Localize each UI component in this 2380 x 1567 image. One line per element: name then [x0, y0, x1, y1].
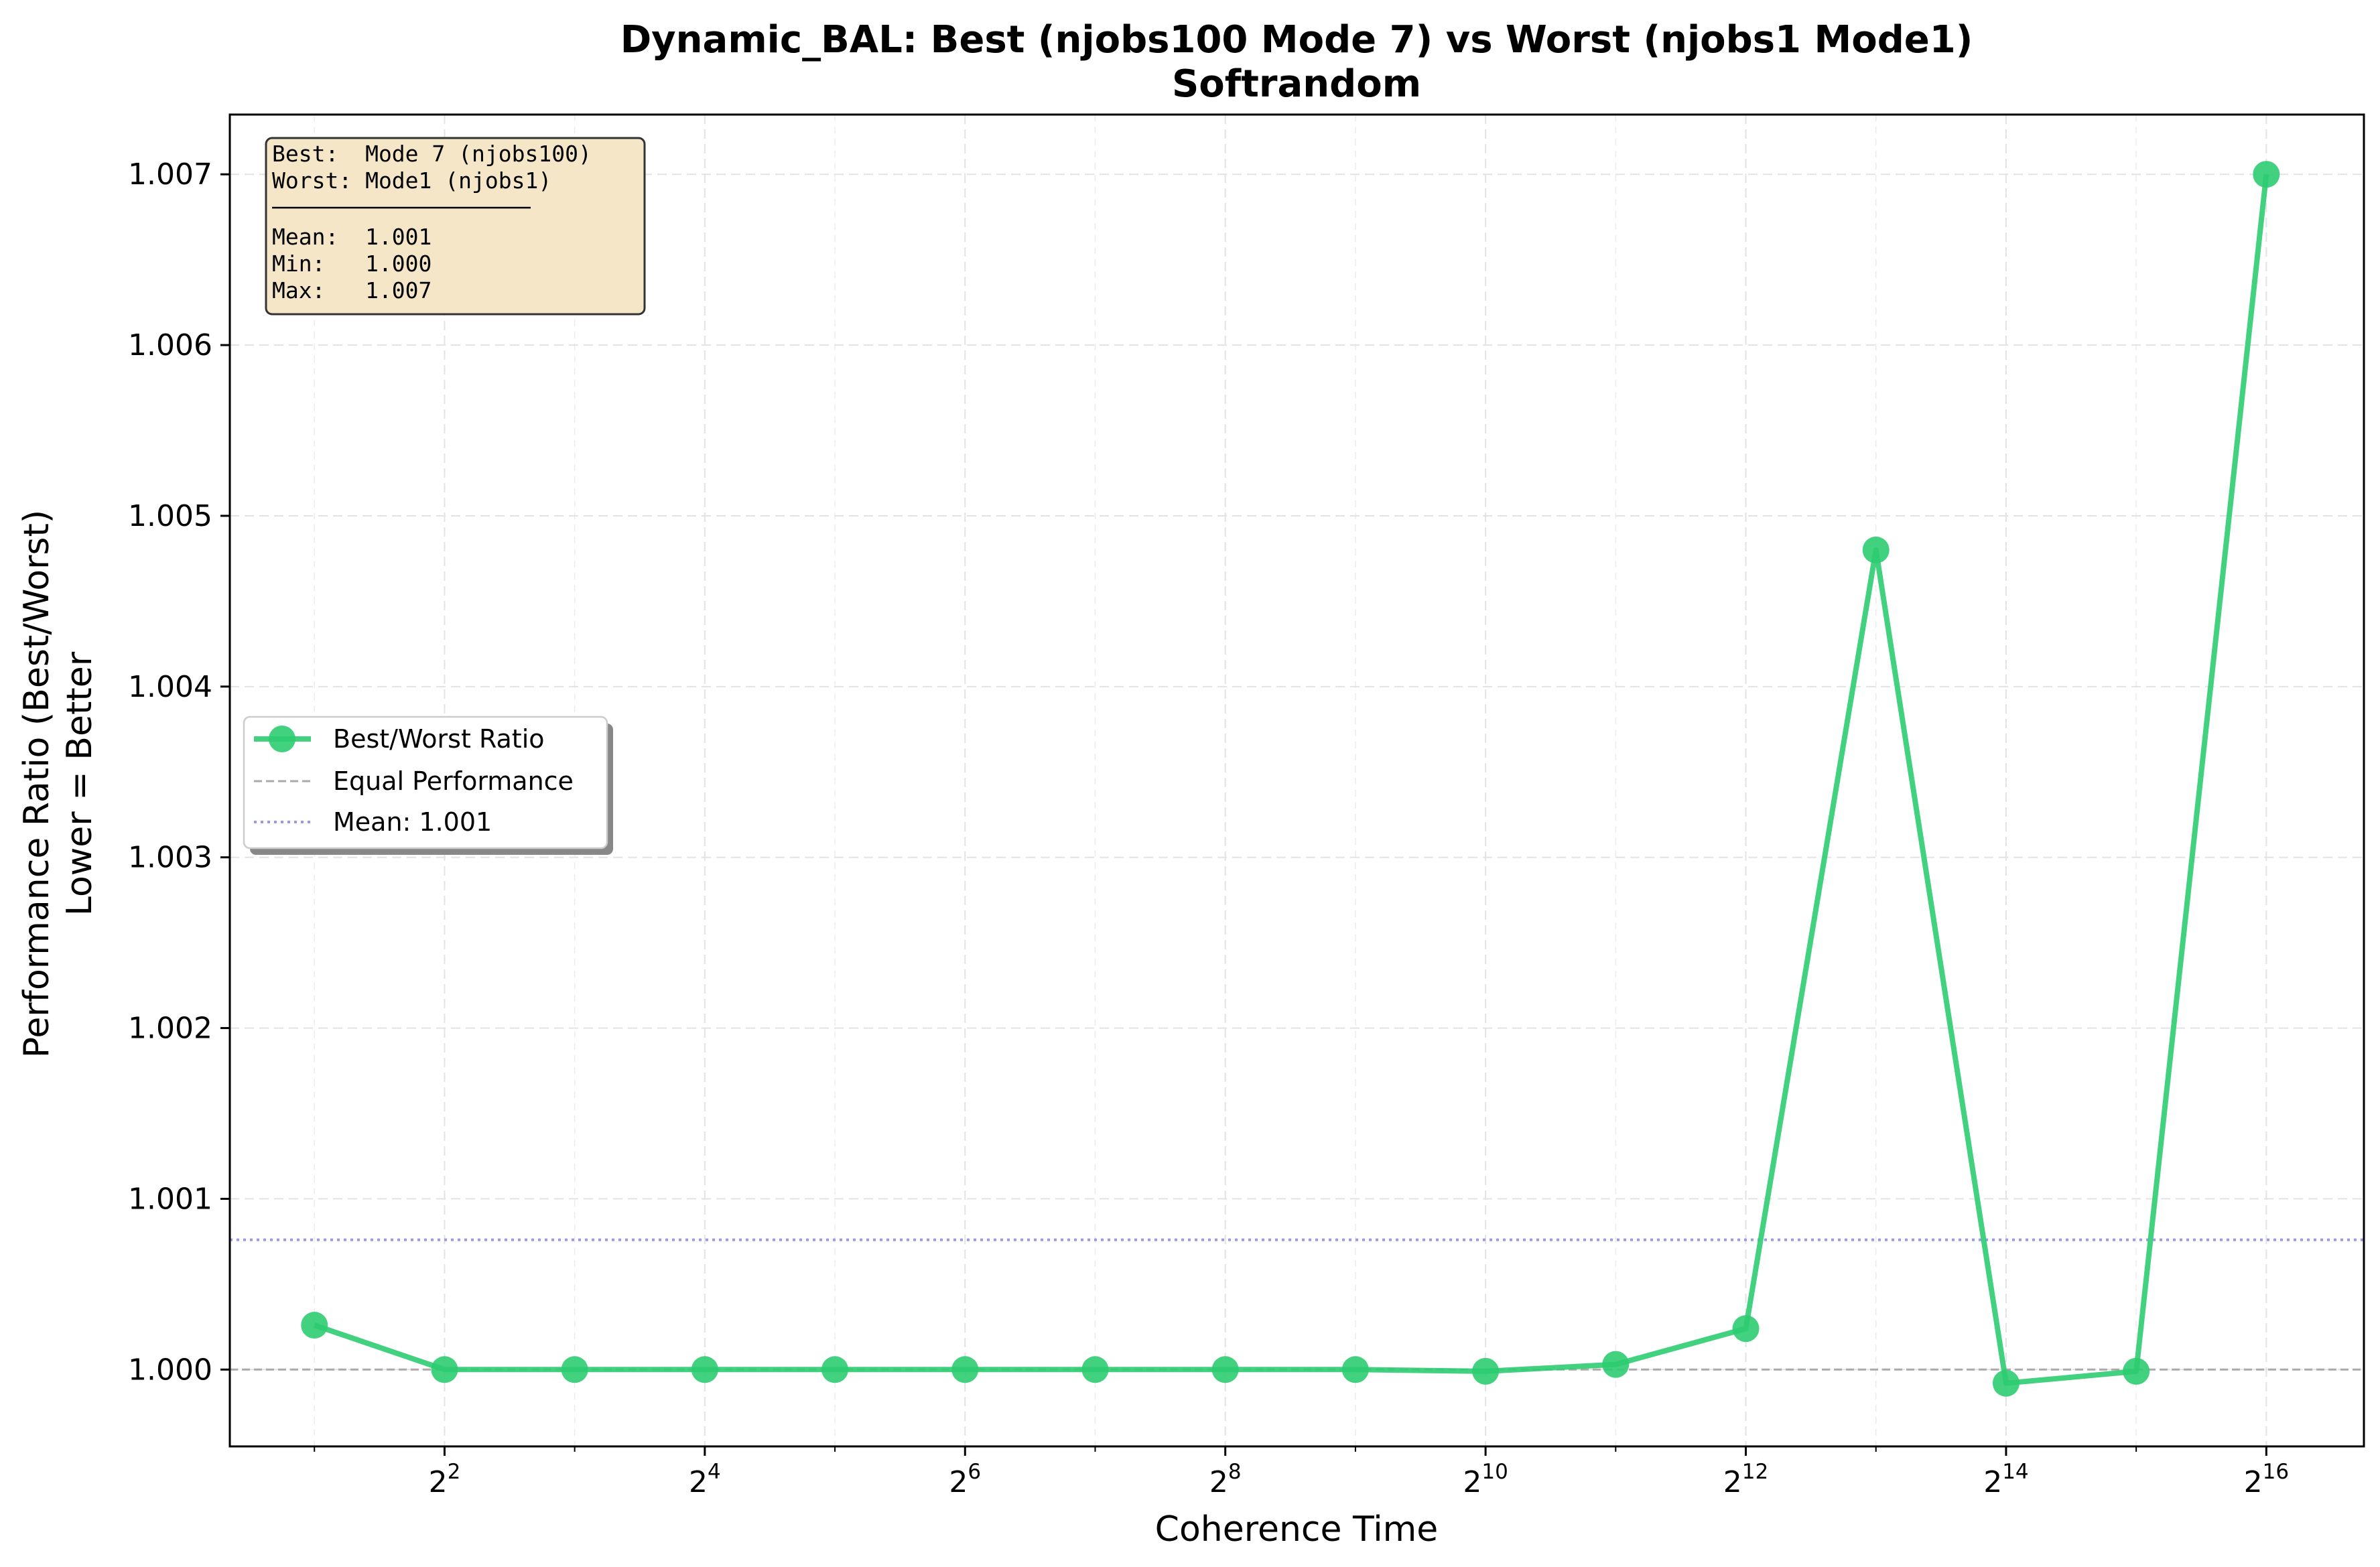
data-point	[1211, 1356, 1239, 1383]
x-tick-label: 26	[949, 1460, 981, 1499]
legend-label-mean: Mean: 1.001	[333, 807, 492, 837]
data-point	[431, 1356, 458, 1383]
data-point	[1862, 536, 1890, 563]
data-point	[561, 1356, 588, 1383]
y-tick-label: 1.003	[128, 841, 212, 875]
x-tick-label: 22	[429, 1460, 461, 1499]
legend-marker-ratio	[269, 726, 295, 752]
data-point	[1732, 1315, 1760, 1343]
x-tick-label: 214	[1983, 1460, 2028, 1499]
x-tick-label: 24	[689, 1460, 721, 1499]
data-point	[1472, 1357, 1500, 1385]
data-point	[1341, 1356, 1369, 1383]
y-ticks: 1.000 1.001 1.002 1.003 1.004 1.005 1.006 1.007	[128, 157, 230, 1387]
data-point	[2253, 161, 2280, 188]
stats-box-background	[265, 137, 646, 316]
legend-label-ratio: Best/Worst Ratio	[333, 724, 545, 754]
x-tick-label: 216	[2244, 1460, 2289, 1499]
y-tick-label: 1.005	[128, 499, 212, 533]
plot-frame	[228, 113, 2365, 1448]
y-tick-label: 1.007	[128, 157, 212, 192]
x-tick-label: 28	[1209, 1460, 1242, 1499]
data-point	[821, 1356, 849, 1383]
stats-worst: Worst: Mode1 (njobs1)	[272, 167, 551, 194]
stats-mean: Mean: 1.001	[272, 224, 432, 250]
legend: Best/Worst Ratio Equal Performance Mean:…	[243, 716, 613, 855]
y-tick-label: 1.004	[128, 670, 212, 704]
y-tick-label: 1.006	[128, 328, 212, 362]
y-axis-label: Performance Ratio (Best/Worst)	[17, 510, 57, 1058]
series-line	[313, 174, 2269, 1386]
x-axis-label: Coherence Time	[1155, 1509, 1439, 1550]
stats-max: Max: 1.007	[272, 277, 432, 303]
data-point	[301, 1312, 328, 1339]
legend-label-equal: Equal Performance	[333, 766, 574, 796]
legend-background	[243, 716, 608, 849]
stats-min: Min: 1.000	[272, 251, 432, 277]
data-point	[1992, 1369, 2020, 1397]
chart-subtitle: Softrandom	[1172, 62, 1421, 106]
data-point	[951, 1356, 979, 1383]
stats-best: Best: Mode 7 (njobs100)	[272, 141, 592, 167]
x-tick-label: 212	[1723, 1460, 1768, 1499]
data-point	[1602, 1351, 1630, 1378]
y-tick-label: 1.002	[128, 1012, 212, 1046]
data-point	[691, 1356, 718, 1383]
data-point	[1081, 1356, 1109, 1383]
series	[301, 161, 2280, 1397]
reference-lines	[230, 1238, 2364, 1371]
stats-box: Best: Mode 7 (njobs100) Worst: Mode1 (nj…	[265, 137, 646, 316]
y-axis-label-line2: Lower = Better	[60, 651, 100, 916]
x-ticks: 22 24 26 28 210 212 214 216	[314, 1446, 2289, 1499]
data-point	[2123, 1357, 2150, 1385]
chart-title: Dynamic_BAL: Best (njobs100 Mode 7) vs W…	[620, 18, 1973, 62]
y-tick-label: 1.001	[128, 1182, 212, 1216]
x-tick-label: 210	[1463, 1460, 1508, 1499]
y-tick-label: 1.000	[128, 1353, 212, 1387]
